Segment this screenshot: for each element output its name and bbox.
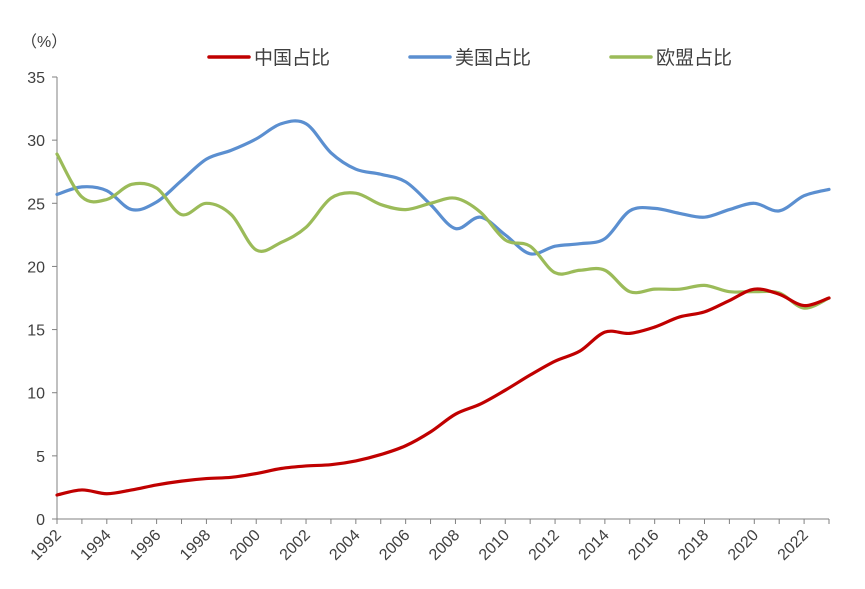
x-tick-label: 2020 <box>725 527 762 564</box>
legend: 中国占比 美国占比 欧盟占比 <box>207 47 732 69</box>
x-tick-label: 2012 <box>526 527 563 564</box>
x-tick-label: 2022 <box>775 527 812 564</box>
y-tick-label: 10 <box>27 386 45 403</box>
y-tick-label: 5 <box>36 449 45 466</box>
x-tick-label: 1994 <box>77 527 114 564</box>
legend-label: 中国占比 <box>254 47 330 69</box>
x-tick-label: 2010 <box>476 527 513 564</box>
y-tick-label: 25 <box>27 196 45 213</box>
axes <box>56 77 829 520</box>
y-tick-label: 30 <box>27 133 45 150</box>
legend-label: 欧盟占比 <box>656 47 732 69</box>
x-axis-ticks: 1992 1994 1996 1998 2000 2002 2004 2006 2008 2010… <box>28 519 830 564</box>
x-tick-label: 2014 <box>576 527 613 564</box>
y-tick-label: 15 <box>27 323 45 340</box>
series-lines <box>55 119 831 497</box>
x-tick-label: 2000 <box>227 527 264 564</box>
y-axis-ticks: 0 5 10 15 20 25 30 35 <box>27 70 57 529</box>
y-tick-label: 0 <box>36 512 45 529</box>
x-tick-label: 1998 <box>177 527 214 564</box>
series-line-1 <box>55 119 831 256</box>
x-tick-label: 1992 <box>28 527 65 564</box>
x-tick-label: 2004 <box>326 527 363 564</box>
x-tick-label: 2002 <box>277 527 314 564</box>
x-tick-label: 2006 <box>376 527 413 564</box>
x-tick-label: 2008 <box>426 527 463 564</box>
x-tick-label: 2016 <box>625 527 662 564</box>
series-line-2 <box>55 152 831 310</box>
y-tick-label: 35 <box>27 70 45 87</box>
x-tick-label: 1996 <box>127 527 164 564</box>
y-unit-label: （%） <box>21 33 67 51</box>
series-line-0 <box>55 287 831 497</box>
x-tick-label: 2018 <box>675 527 712 564</box>
y-tick-label: 20 <box>27 259 45 276</box>
legend-label: 美国占比 <box>455 47 531 69</box>
